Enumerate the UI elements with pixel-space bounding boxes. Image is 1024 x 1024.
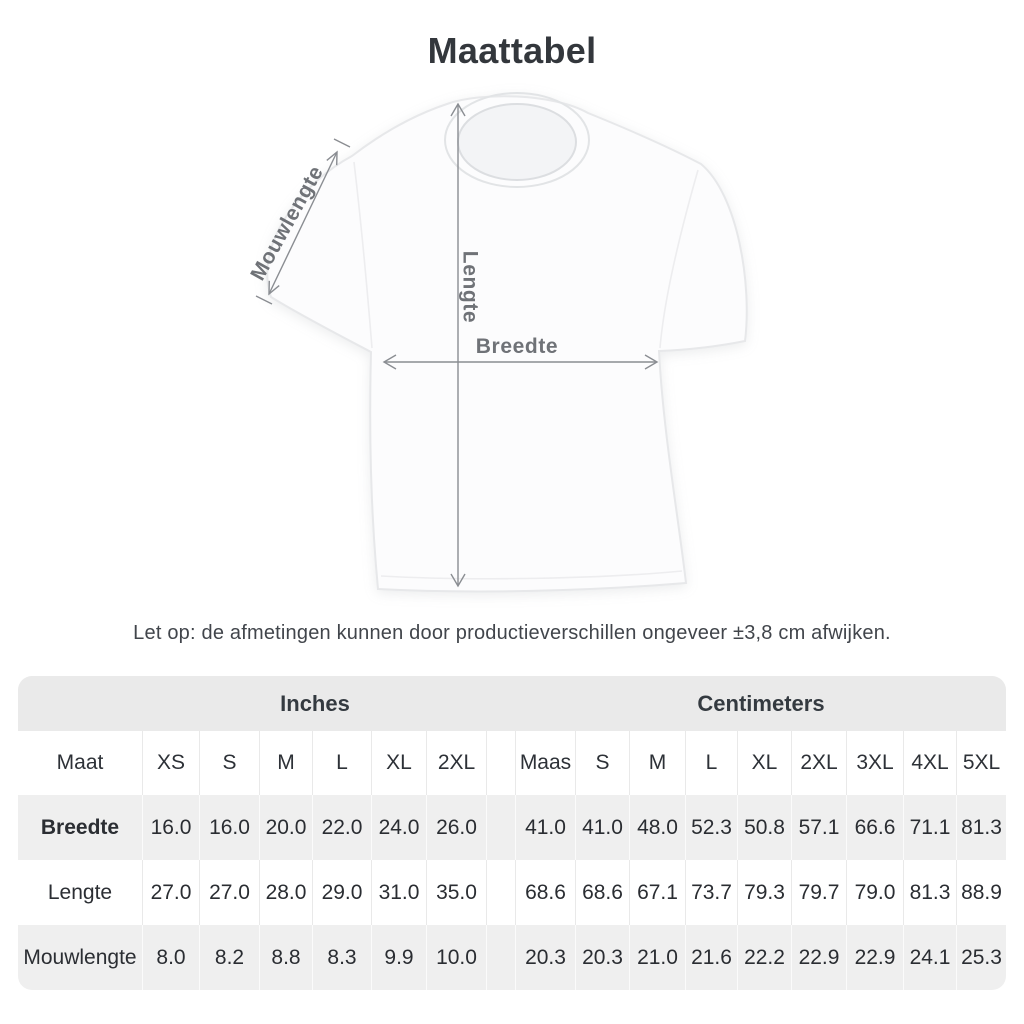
table-cell: 52.3 (686, 795, 738, 860)
sleeve-label: Mouwlengte (246, 162, 328, 285)
tshirt-graphic (266, 92, 748, 593)
table-cell: 28.0 (260, 860, 313, 925)
table-cell: 26.0 (427, 795, 487, 860)
left-sleeve-seam (353, 161, 373, 349)
table-cell: 79.0 (847, 860, 904, 925)
measurement-arrows: Breedte Lengte Mouwlengte (246, 102, 659, 588)
group-header-corner (18, 676, 143, 731)
table-cell: 29.0 (313, 860, 372, 925)
group-header-centimeters: Centimeters (516, 676, 1006, 731)
row-label: Lengte (18, 860, 143, 925)
collar-opening (457, 103, 577, 181)
table-cell: 31.0 (372, 860, 427, 925)
table-gap-cell (487, 925, 516, 990)
table-cell: 35.0 (427, 860, 487, 925)
table-cell: 8.2 (200, 925, 260, 990)
sleeve-arrowhead-bottom (268, 280, 280, 296)
tolerance-note: Let op: de afmetingen kunnen door produc… (133, 622, 891, 644)
column-header: S (576, 731, 630, 795)
table-cell: 22.9 (792, 925, 847, 990)
table-cell: 8.0 (143, 925, 200, 990)
length-arrowhead-top (450, 102, 466, 117)
table-cell: 21.0 (630, 925, 686, 990)
table-cell: 20.3 (516, 925, 576, 990)
table-cell: 9.9 (372, 925, 427, 990)
column-header: 5XL (957, 731, 1006, 795)
sleeve-tick-bottom (255, 295, 273, 305)
page-title: Maattabel (427, 30, 597, 71)
column-header-maat: Maat (18, 731, 143, 795)
table-cell: 20.3 (576, 925, 630, 990)
column-header: XS (143, 731, 200, 795)
table-cell: 24.1 (904, 925, 957, 990)
table-cell: 50.8 (738, 795, 792, 860)
table-cell: 25.3 (957, 925, 1006, 990)
column-header: XL (738, 731, 792, 795)
table-cell: 16.0 (200, 795, 260, 860)
table-cell: 67.1 (630, 860, 686, 925)
sleeve-arrow-line (268, 151, 338, 295)
column-header: M (260, 731, 313, 795)
hem-seam (380, 570, 683, 580)
column-header: L (313, 731, 372, 795)
column-header: XL (372, 731, 427, 795)
table-cell: 68.6 (516, 860, 576, 925)
column-header: S (200, 731, 260, 795)
table-cell: 48.0 (630, 795, 686, 860)
sleeve-tick-top (333, 138, 351, 148)
tshirt-diagram: Breedte Lengte Mouwlengte (246, 92, 748, 593)
column-header: 4XL (904, 731, 957, 795)
table-cell: 22.0 (313, 795, 372, 860)
column-header: 2XL (792, 731, 847, 795)
table-cell: 88.9 (957, 860, 1006, 925)
table-gap-cell (487, 860, 516, 925)
table-cell: 8.3 (313, 925, 372, 990)
table-cell: 27.0 (143, 860, 200, 925)
collar-band (444, 92, 590, 188)
row-label: Mouwlengte (18, 925, 143, 990)
group-header-gap (487, 676, 516, 731)
column-header: M (630, 731, 686, 795)
table-cell: 81.3 (904, 860, 957, 925)
width-label: Breedte (476, 335, 558, 358)
column-header: 3XL (847, 731, 904, 795)
table-cell: 79.3 (738, 860, 792, 925)
table-cell: 41.0 (576, 795, 630, 860)
column-header: 2XL (427, 731, 487, 795)
table-cell: 22.2 (738, 925, 792, 990)
table-cell: 57.1 (792, 795, 847, 860)
row-label: Breedte (18, 795, 143, 860)
table-cell: 16.0 (143, 795, 200, 860)
length-label: Lengte (459, 251, 482, 323)
width-arrowhead-right (644, 354, 659, 370)
table-gap-cell (487, 795, 516, 860)
table-cell: 68.6 (576, 860, 630, 925)
width-arrowhead-left (382, 354, 397, 370)
table-cell: 10.0 (427, 925, 487, 990)
table-cell: 81.3 (957, 795, 1006, 860)
size-table: Inches Centimeters Maat XS S M L XL 2XL … (18, 676, 1006, 990)
table-cell: 21.6 (686, 925, 738, 990)
table-cell: 41.0 (516, 795, 576, 860)
table-cell: 79.7 (792, 860, 847, 925)
table-cell: 71.1 (904, 795, 957, 860)
table-cell: 66.6 (847, 795, 904, 860)
column-gap (487, 731, 516, 795)
sleeve-arrowhead-top (326, 150, 338, 166)
column-header-maas: Maas (516, 731, 576, 795)
table-cell: 20.0 (260, 795, 313, 860)
table-cell: 24.0 (372, 795, 427, 860)
right-sleeve-seam (659, 169, 699, 349)
table-cell: 8.8 (260, 925, 313, 990)
group-header-inches: Inches (143, 676, 487, 731)
table-cell: 27.0 (200, 860, 260, 925)
table-cell: 73.7 (686, 860, 738, 925)
table-cell: 22.9 (847, 925, 904, 990)
column-header: L (686, 731, 738, 795)
length-arrowhead-bottom (450, 573, 466, 588)
